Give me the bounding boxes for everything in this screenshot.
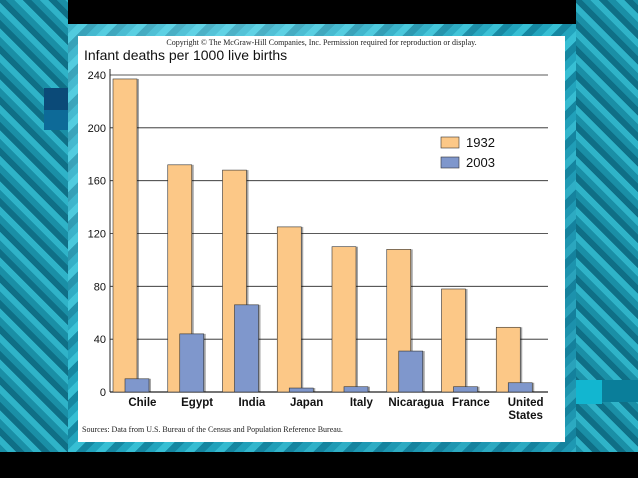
x-tick-label: Japan [290,397,323,409]
y-tick-label: 80 [94,281,106,293]
source-note: Sources: Data from U.S. Bureau of the Ce… [82,425,343,434]
x-tick-label: France [452,397,490,409]
decorative-square [44,110,68,130]
bar-1932 [112,78,138,393]
legend-label-2003: 2003 [466,155,495,170]
bar-2003 [124,378,150,393]
decorative-square [602,380,638,402]
bar-2003 [507,382,533,393]
y-tick-label: 160 [88,176,106,188]
bar-2003 [288,387,314,393]
decorative-square [576,380,602,404]
legend-swatch-1932 [440,136,460,149]
x-tick-label: Chile [128,397,156,409]
bar-1932 [331,246,357,393]
x-tick-label: United States [508,397,544,422]
legend-swatch-2003 [440,156,460,169]
bar-1932 [495,326,521,393]
y-tick-label: 0 [100,387,106,399]
bar-2003 [343,386,369,393]
y-tick-label: 200 [88,123,106,135]
bar-1932 [441,288,466,393]
y-axis-title: Infant deaths per 1000 live births [84,47,288,63]
bottom-letterbox [0,452,638,478]
y-tick-label: 40 [94,334,106,346]
x-tick-label: Italy [350,397,374,409]
bar-chart: 0 40 80 120 160 200 240 Chile Egypt India Japan Ita… [88,69,548,422]
x-tick-label: India [238,397,265,409]
x-tick-label: Egypt [181,397,213,409]
water-background-left [0,0,68,478]
water-background-right [576,0,638,478]
bar-2003 [179,333,205,393]
bar-1932 [276,226,302,393]
y-tick-label: 240 [88,70,106,82]
legend-label-1932: 1932 [466,135,495,150]
bar-2003 [453,386,478,393]
top-letterbox [0,0,638,24]
chart-panel: Copyright © The McGraw-Hill Companies, I… [78,36,565,442]
y-tick-label: 120 [88,229,106,241]
decorative-square [44,88,68,110]
bar-2003 [398,350,424,393]
bar-2003 [234,304,259,393]
x-tick-label: Nicaragua [388,397,444,409]
copyright-notice: Copyright © The McGraw-Hill Companies, I… [166,38,477,47]
